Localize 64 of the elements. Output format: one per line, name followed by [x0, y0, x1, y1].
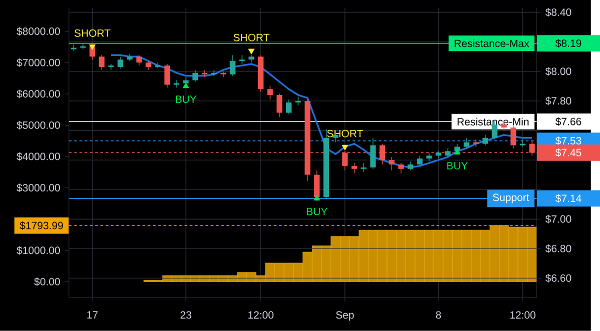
- candlestick: [98, 54, 104, 70]
- candlestick: [108, 64, 114, 70]
- x-tick-label: 23: [180, 311, 192, 319]
- candlestick: [388, 156, 395, 171]
- candlestick: [118, 56, 124, 69]
- candlestick: [370, 138, 376, 170]
- y2-tick-label: $8.00: [545, 67, 572, 76]
- x-tick-label: 12:00: [510, 311, 536, 319]
- y2-tick-label: $7.80: [545, 96, 572, 106]
- point: [454, 149, 460, 155]
- y2-tick-label: $7.00: [545, 214, 572, 224]
- candlestick: [211, 70, 217, 76]
- y2-tick-label: $6.80: [545, 244, 572, 253]
- text: $8.19: [555, 39, 582, 48]
- y-tick-label: $7000.00: [16, 58, 60, 67]
- text: SHORT: [234, 34, 270, 42]
- y2-tick-label: $8.40: [545, 8, 572, 17]
- text: BUY: [447, 162, 468, 170]
- ref-line-label: Support: [492, 194, 530, 204]
- y-tick-label: $5000.00: [16, 121, 60, 130]
- candlestick: [267, 86, 273, 100]
- candlestick: [351, 162, 358, 174]
- candlestick: [416, 155, 423, 166]
- y-tick-label: $6000.00: [16, 90, 60, 98]
- y-tick-label: $3000.00: [16, 184, 60, 192]
- series-label: BUY: [176, 96, 196, 103]
- candlestick: [174, 80, 180, 88]
- candlestick: [80, 43, 86, 50]
- ref-line-label: Resistance-Max: [454, 40, 530, 48]
- x-tick-label: 17: [87, 311, 98, 319]
- y-tick-label: $4000.00: [16, 152, 60, 161]
- candlestick: [398, 162, 404, 174]
- candlestick: [136, 54, 142, 66]
- point: [342, 144, 348, 150]
- text: $7.66: [555, 117, 582, 126]
- y-tick-label: $0.00: [34, 278, 60, 286]
- point: [248, 48, 254, 54]
- y-tick-label: $1000.00: [16, 246, 60, 255]
- candlestick: [230, 54, 236, 76]
- x-tick-label: 8: [436, 311, 441, 319]
- candlestick: [482, 134, 488, 146]
- x-tick-label: Sep: [336, 311, 354, 321]
- candlestick: [276, 93, 282, 118]
- candlestick: [286, 99, 292, 115]
- text: SHORT: [74, 29, 110, 37]
- x-tick-label: 12:00: [248, 311, 274, 319]
- candlestick: [436, 150, 442, 159]
- text: BUY: [306, 208, 328, 216]
- point: [89, 44, 96, 50]
- candlestick: [510, 126, 516, 149]
- point: [314, 194, 320, 200]
- candlestick: [314, 170, 320, 202]
- text: $7.45: [555, 148, 582, 157]
- candlestick: [192, 70, 198, 82]
- text: $7.53: [555, 136, 582, 146]
- y-tick-label: $8000.00: [16, 27, 60, 36]
- y2-tick-label: $6.60: [545, 274, 572, 282]
- candlestick: [164, 64, 170, 88]
- candlestick: [239, 54, 245, 64]
- text: $1793.99: [20, 221, 63, 230]
- text: $7.14: [555, 194, 582, 203]
- candlestick: [464, 138, 470, 149]
- point: [182, 82, 189, 88]
- series-label: SHORT: [327, 130, 363, 138]
